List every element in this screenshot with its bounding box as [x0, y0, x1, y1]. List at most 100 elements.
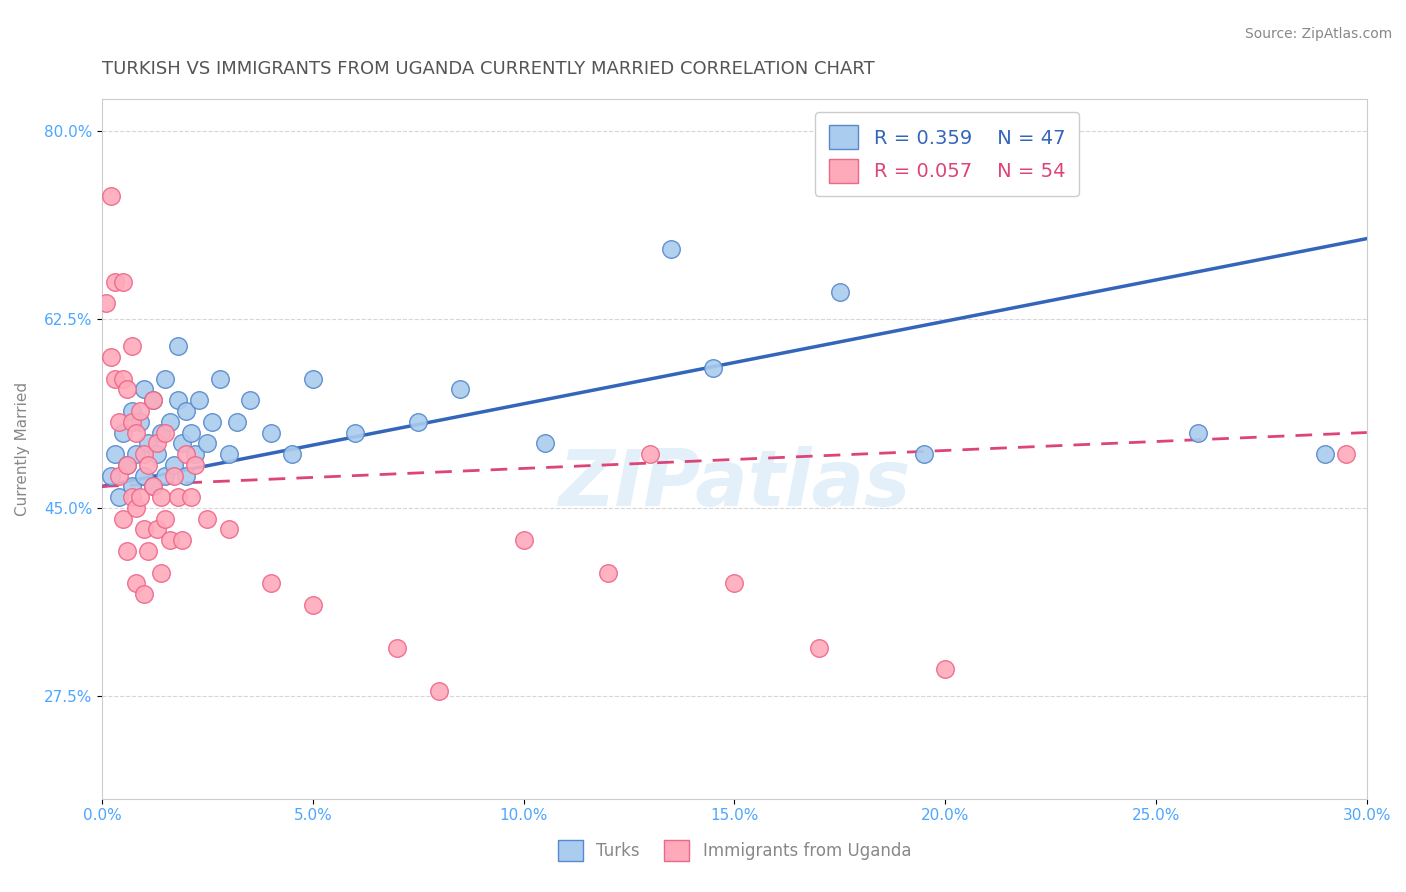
- Point: [167, 393, 190, 408]
- Point: [125, 500, 148, 515]
- Text: ZIPatlas: ZIPatlas: [558, 446, 911, 522]
- Point: [807, 640, 830, 655]
- Point: [108, 490, 131, 504]
- Point: [260, 576, 283, 591]
- Point: [427, 684, 450, 698]
- Point: [302, 598, 325, 612]
- Point: [142, 393, 165, 408]
- Point: [163, 468, 186, 483]
- Point: [142, 479, 165, 493]
- Point: [96, 296, 118, 310]
- Point: [201, 415, 224, 429]
- Point: [108, 415, 131, 429]
- Point: [121, 415, 143, 429]
- Point: [239, 393, 262, 408]
- Point: [172, 533, 194, 548]
- Point: [449, 383, 471, 397]
- Point: [172, 436, 194, 450]
- Point: [121, 490, 143, 504]
- Point: [155, 468, 177, 483]
- Point: [638, 447, 661, 461]
- Point: [180, 425, 202, 440]
- Point: [138, 458, 160, 472]
- Point: [117, 458, 139, 472]
- Point: [176, 404, 198, 418]
- Point: [138, 544, 160, 558]
- Point: [281, 447, 304, 461]
- Point: [108, 468, 131, 483]
- Point: [117, 383, 139, 397]
- Text: TURKISH VS IMMIGRANTS FROM UGANDA CURRENTLY MARRIED CORRELATION CHART: TURKISH VS IMMIGRANTS FROM UGANDA CURREN…: [103, 60, 875, 78]
- Point: [121, 404, 143, 418]
- Point: [146, 447, 169, 461]
- Point: [344, 425, 367, 440]
- Point: [150, 566, 173, 580]
- Point: [723, 576, 745, 591]
- Point: [155, 425, 177, 440]
- Point: [112, 372, 135, 386]
- Point: [155, 511, 177, 525]
- Point: [512, 533, 534, 548]
- Point: [180, 490, 202, 504]
- Point: [385, 640, 408, 655]
- Point: [117, 544, 139, 558]
- Point: [146, 436, 169, 450]
- Point: [197, 511, 219, 525]
- Point: [596, 566, 619, 580]
- Point: [406, 415, 429, 429]
- Point: [176, 447, 198, 461]
- Point: [125, 576, 148, 591]
- Point: [209, 372, 232, 386]
- Text: Source: ZipAtlas.com: Source: ZipAtlas.com: [1244, 27, 1392, 41]
- Point: [912, 447, 935, 461]
- Point: [1187, 425, 1209, 440]
- Point: [188, 393, 211, 408]
- Point: [218, 523, 240, 537]
- Point: [226, 415, 249, 429]
- Point: [129, 404, 152, 418]
- Point: [260, 425, 283, 440]
- Point: [134, 523, 156, 537]
- Point: [828, 285, 851, 300]
- Point: [121, 339, 143, 353]
- Point: [121, 479, 143, 493]
- Point: [163, 458, 186, 472]
- Point: [159, 533, 181, 548]
- Legend: R = 0.359    N = 47, R = 0.057    N = 54: R = 0.359 N = 47, R = 0.057 N = 54: [815, 112, 1078, 196]
- Point: [100, 468, 122, 483]
- Point: [302, 372, 325, 386]
- Point: [100, 188, 122, 202]
- Point: [117, 458, 139, 472]
- Point: [150, 490, 173, 504]
- Point: [142, 479, 165, 493]
- Point: [125, 447, 148, 461]
- Point: [1334, 447, 1357, 461]
- Point: [702, 360, 724, 375]
- Point: [533, 436, 555, 450]
- Point: [134, 447, 156, 461]
- Point: [129, 490, 152, 504]
- Point: [100, 350, 122, 364]
- Point: [176, 468, 198, 483]
- Point: [159, 415, 181, 429]
- Point: [146, 523, 169, 537]
- Point: [150, 425, 173, 440]
- Point: [167, 490, 190, 504]
- Point: [218, 447, 240, 461]
- Point: [197, 436, 219, 450]
- Point: [934, 663, 956, 677]
- Point: [1313, 447, 1336, 461]
- Point: [659, 243, 682, 257]
- Point: [167, 339, 190, 353]
- Point: [112, 425, 135, 440]
- Point: [142, 393, 165, 408]
- Point: [184, 458, 207, 472]
- Point: [112, 511, 135, 525]
- Point: [138, 436, 160, 450]
- Point: [134, 383, 156, 397]
- Y-axis label: Currently Married: Currently Married: [15, 382, 30, 516]
- Point: [104, 275, 127, 289]
- Point: [112, 275, 135, 289]
- Point: [129, 415, 152, 429]
- Point: [155, 372, 177, 386]
